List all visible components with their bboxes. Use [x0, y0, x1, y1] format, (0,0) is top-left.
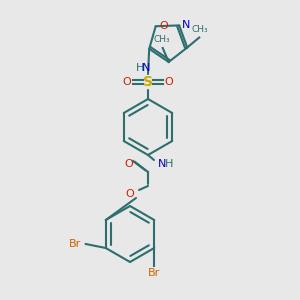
Text: H: H [165, 159, 173, 169]
Text: O: O [165, 77, 173, 87]
Text: O: O [123, 77, 131, 87]
Text: O: O [160, 21, 168, 31]
Text: O: O [126, 189, 134, 199]
Text: S: S [143, 75, 153, 89]
Text: N: N [182, 20, 190, 30]
Text: Br: Br [148, 268, 160, 278]
Text: Br: Br [68, 239, 81, 249]
Text: N: N [158, 159, 166, 169]
Text: H: H [136, 63, 144, 73]
Text: N: N [142, 63, 150, 73]
Text: CH₃: CH₃ [153, 35, 170, 44]
Text: CH₃: CH₃ [192, 25, 208, 34]
Text: O: O [124, 159, 134, 169]
